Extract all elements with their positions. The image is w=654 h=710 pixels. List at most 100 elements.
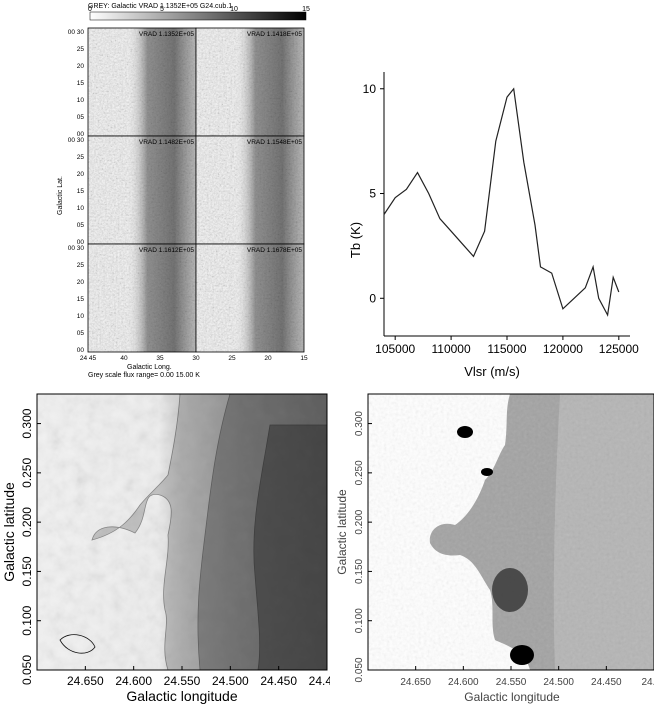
- channel-x-tick-label: 15: [300, 355, 308, 362]
- grey-map-dark-blob-top: [457, 426, 473, 438]
- contour-y-tick-label: 0.300: [20, 408, 34, 438]
- contour-x-tick-label: 24.500: [212, 674, 249, 688]
- channel-y-tick-label: 20: [77, 171, 85, 178]
- grey-y-tick-label: 0.150: [354, 558, 365, 583]
- grey-y-tick-label: 0.100: [354, 608, 365, 633]
- spectrum-line: [383, 87, 620, 317]
- grey-map-dark-patch: [492, 568, 528, 612]
- channel-y-tick-label: 00 30: [68, 245, 85, 252]
- grey-scale-bar: [89, 11, 307, 21]
- grey-map-dark-blob-mid: [481, 468, 493, 476]
- spectrum-ylabel: Tb (K): [348, 222, 363, 258]
- contour-y-tick-label: 0.050: [20, 655, 34, 685]
- grey-y-tick-label: 0.250: [354, 460, 365, 485]
- contour-ylabel: Galactic latitude: [1, 482, 17, 582]
- channel-y-tick-label: 00: [77, 131, 85, 138]
- channel-y-tick-label: 05: [77, 114, 85, 121]
- channel-map-footer: Grey scale flux range= 0.00 15.00 K: [88, 372, 200, 379]
- channel-map-header: GREY: Galactic VRAD 1.1352E+05 G24.cub.1: [88, 3, 232, 10]
- channel-map-ylabel: Galactic Lat.: [57, 176, 64, 215]
- grey-ylabel: Galactic latitude: [335, 489, 349, 575]
- grey-x-tick-label: 24.650: [400, 677, 431, 688]
- scale-tick-label: 15: [302, 6, 310, 13]
- channel-cell-emission: [88, 244, 196, 352]
- channel-map-cell: VRAD 1.1352E+05: [87, 27, 197, 137]
- spectrum-x-tick-label: 105000: [375, 342, 415, 356]
- contour-x-tick-label: 24.650: [67, 674, 104, 688]
- channel-map-xlabel: Galactic Long.: [127, 364, 172, 371]
- channel-map-cell: VRAD 1.1482E+05: [87, 135, 197, 245]
- contour-y-tick-label: 0.150: [20, 556, 34, 586]
- scale-tick-label: 10: [230, 6, 238, 13]
- channel-y-tick-label: 15: [77, 80, 85, 87]
- channel-velocity-label: VRAD 1.1418E+05: [247, 31, 302, 38]
- channel-y-tick-label: 00: [77, 347, 85, 354]
- grey-y-tick-label: 0.050: [354, 657, 365, 682]
- channel-cell-emission: [196, 244, 304, 352]
- channel-map-cell: VRAD 1.1678E+05: [195, 243, 305, 353]
- channel-y-tick-label: 15: [77, 188, 85, 195]
- grey-map-panel: 24.650 24.600 24.550 24.500 24.450 24.40 0.050…: [330, 385, 654, 705]
- grey-map-chart: 24.650 24.600 24.550 24.500 24.450 24.40 0.050…: [335, 393, 654, 704]
- contour-x-tick-label: 24.600: [115, 674, 152, 688]
- spectrum-x-tick-label: 125000: [599, 342, 639, 356]
- grey-x-tick-label: 24.550: [496, 677, 527, 688]
- channel-velocity-label: VRAD 1.1352E+05: [139, 31, 194, 38]
- contour-x-tick-label: 24.550: [164, 674, 201, 688]
- grey-x-tick-label: 24.500: [543, 677, 574, 688]
- channel-x-tick-label: 24 45: [80, 355, 97, 362]
- channel-cell-emission: [88, 28, 196, 136]
- grey-y-tick-label: 0.300: [354, 411, 365, 436]
- channel-y-tick-label: 00: [77, 239, 85, 246]
- channel-map-cell: VRAD 1.1612E+05: [87, 243, 197, 353]
- contour-map-panel: 24.650 24.600 24.550 24.500 24.450 24.400 0.05…: [0, 385, 346, 705]
- spectrum-panel: 105000 110000 115000 120000 125000 0 5 10 Vlsr …: [340, 60, 654, 380]
- scale-tick-label: 5: [160, 6, 164, 13]
- contour-x-tick-label: 24.400: [309, 674, 330, 688]
- contour-map-chart: 24.650 24.600 24.550 24.500 24.450 24.400 0.05…: [1, 393, 346, 704]
- grey-xlabel: Galactic longitude: [464, 690, 560, 704]
- channel-velocity-label: VRAD 1.1482E+05: [139, 139, 194, 146]
- channel-velocity-label: VRAD 1.1548E+05: [247, 139, 302, 146]
- channel-y-tick-label: 25: [77, 262, 85, 269]
- channel-y-tick-label: 25: [77, 46, 85, 53]
- channel-y-tick-label: 10: [77, 97, 85, 104]
- channel-y-tick-label: 00 30: [68, 137, 85, 144]
- grey-x-tick-label: 24.40: [641, 677, 654, 688]
- spectrum-chart: 105000 110000 115000 120000 125000 0 5 10 Vlsr …: [348, 72, 639, 379]
- contour-y-tick-label: 0.100: [20, 605, 34, 635]
- spectrum-x-tick-label: 110000: [432, 342, 471, 356]
- contour-x-tick-label: 24.450: [260, 674, 297, 688]
- channel-x-tick-label: 30: [192, 355, 200, 362]
- contour-xlabel: Galactic longitude: [126, 688, 238, 704]
- channel-cell-emission: [196, 28, 304, 136]
- channel-x-tick-label: 35: [156, 355, 164, 362]
- contour-y-tick-label: 0.200: [20, 507, 34, 537]
- grey-x-tick-label: 24.450: [591, 677, 622, 688]
- grey-y-tick-label: 0.200: [354, 509, 365, 534]
- channel-map-svg: GREY: Galactic VRAD 1.1352E+05 G24.cub.1…: [57, 3, 310, 379]
- channel-y-tick-label: 05: [77, 330, 85, 337]
- spectrum-x-tick-label: 115000: [487, 342, 526, 356]
- channel-y-tick-label: 05: [77, 222, 85, 229]
- scale-tick-label: 0: [88, 6, 92, 13]
- channel-y-tick-label: 00 30: [68, 29, 85, 36]
- channel-x-tick-label: 20: [264, 355, 272, 362]
- spectrum-y-tick-label: 10: [363, 82, 377, 96]
- channel-y-tick-label: 20: [77, 63, 85, 70]
- channel-x-tick-label: 25: [228, 355, 236, 362]
- channel-map-cell: VRAD 1.1548E+05: [195, 135, 305, 245]
- grey-map-texture: [368, 394, 654, 670]
- channel-map-cell: VRAD 1.1418E+05: [195, 27, 305, 137]
- channel-map-panel: GREY: Galactic VRAD 1.1352E+05 G24.cub.1…: [0, 0, 320, 380]
- contour-isolated-clump: [59, 634, 96, 654]
- spectrum-y-tick-label: 5: [369, 187, 376, 201]
- channel-y-tick-label: 15: [77, 296, 85, 303]
- grey-map-dark-blob-bottom: [510, 645, 534, 665]
- channel-y-tick-label: 25: [77, 154, 85, 161]
- spectrum-xlabel: Vlsr (m/s): [464, 364, 520, 379]
- contour-core: [253, 424, 327, 670]
- spectrum-y-tick-label: 0: [369, 291, 376, 305]
- channel-velocity-label: VRAD 1.1678E+05: [247, 247, 302, 254]
- contour-y-tick-label: 0.250: [20, 458, 34, 488]
